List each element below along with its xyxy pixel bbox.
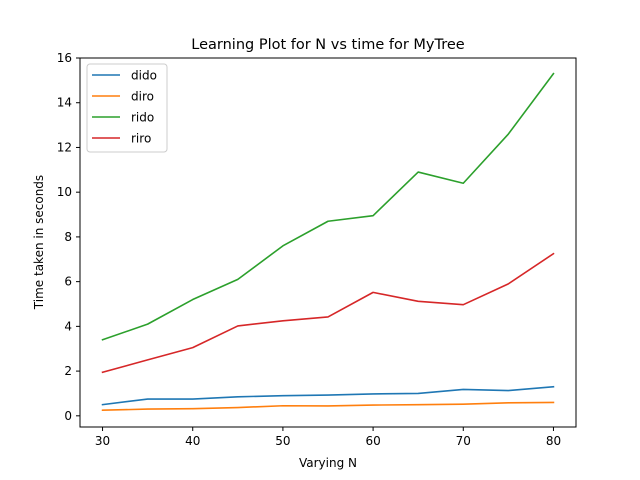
plot-area xyxy=(79,57,577,428)
x-tick-label: 70 xyxy=(456,434,471,448)
y-tick-label: 0 xyxy=(64,409,72,423)
x-tick-label: 30 xyxy=(95,434,110,448)
y-tick-label: 12 xyxy=(57,140,72,154)
y-axis: 0 2 4 6 8 10 12 14 16 xyxy=(57,51,80,423)
axes-frame xyxy=(79,57,577,428)
y-tick-label: 6 xyxy=(64,275,72,289)
x-tick-label: 40 xyxy=(185,434,200,448)
series-line-rido xyxy=(101,72,555,341)
legend-label-dido: dido xyxy=(131,69,157,83)
x-tick-label: 80 xyxy=(546,434,561,448)
y-tick-label: 16 xyxy=(57,51,72,65)
legend-box xyxy=(86,63,168,153)
series-layer xyxy=(101,72,555,412)
y-tick-label: 14 xyxy=(57,96,72,110)
y-tick-label: 10 xyxy=(57,185,72,199)
series-line-diro xyxy=(101,401,555,412)
x-tick-label: 50 xyxy=(275,434,290,448)
y-tick-label: 8 xyxy=(64,230,72,244)
y-tick-label: 2 xyxy=(64,364,72,378)
legend-label-riro: riro xyxy=(131,132,151,146)
x-axis: 30 40 50 60 70 80 xyxy=(95,427,561,448)
legend: dido diro rido riro xyxy=(86,63,168,153)
x-tick-label: 60 xyxy=(365,434,380,448)
x-axis-label: Varying N xyxy=(299,456,357,470)
y-tick-label: 4 xyxy=(64,319,72,333)
legend-label-diro: diro xyxy=(131,90,154,104)
y-axis-label: Time taken in seconds xyxy=(32,175,46,310)
legend-label-rido: rido xyxy=(131,111,154,125)
series-line-dido xyxy=(101,385,555,406)
series-line-riro xyxy=(101,252,555,374)
chart-title: Learning Plot for N vs time for MyTree xyxy=(191,37,465,53)
